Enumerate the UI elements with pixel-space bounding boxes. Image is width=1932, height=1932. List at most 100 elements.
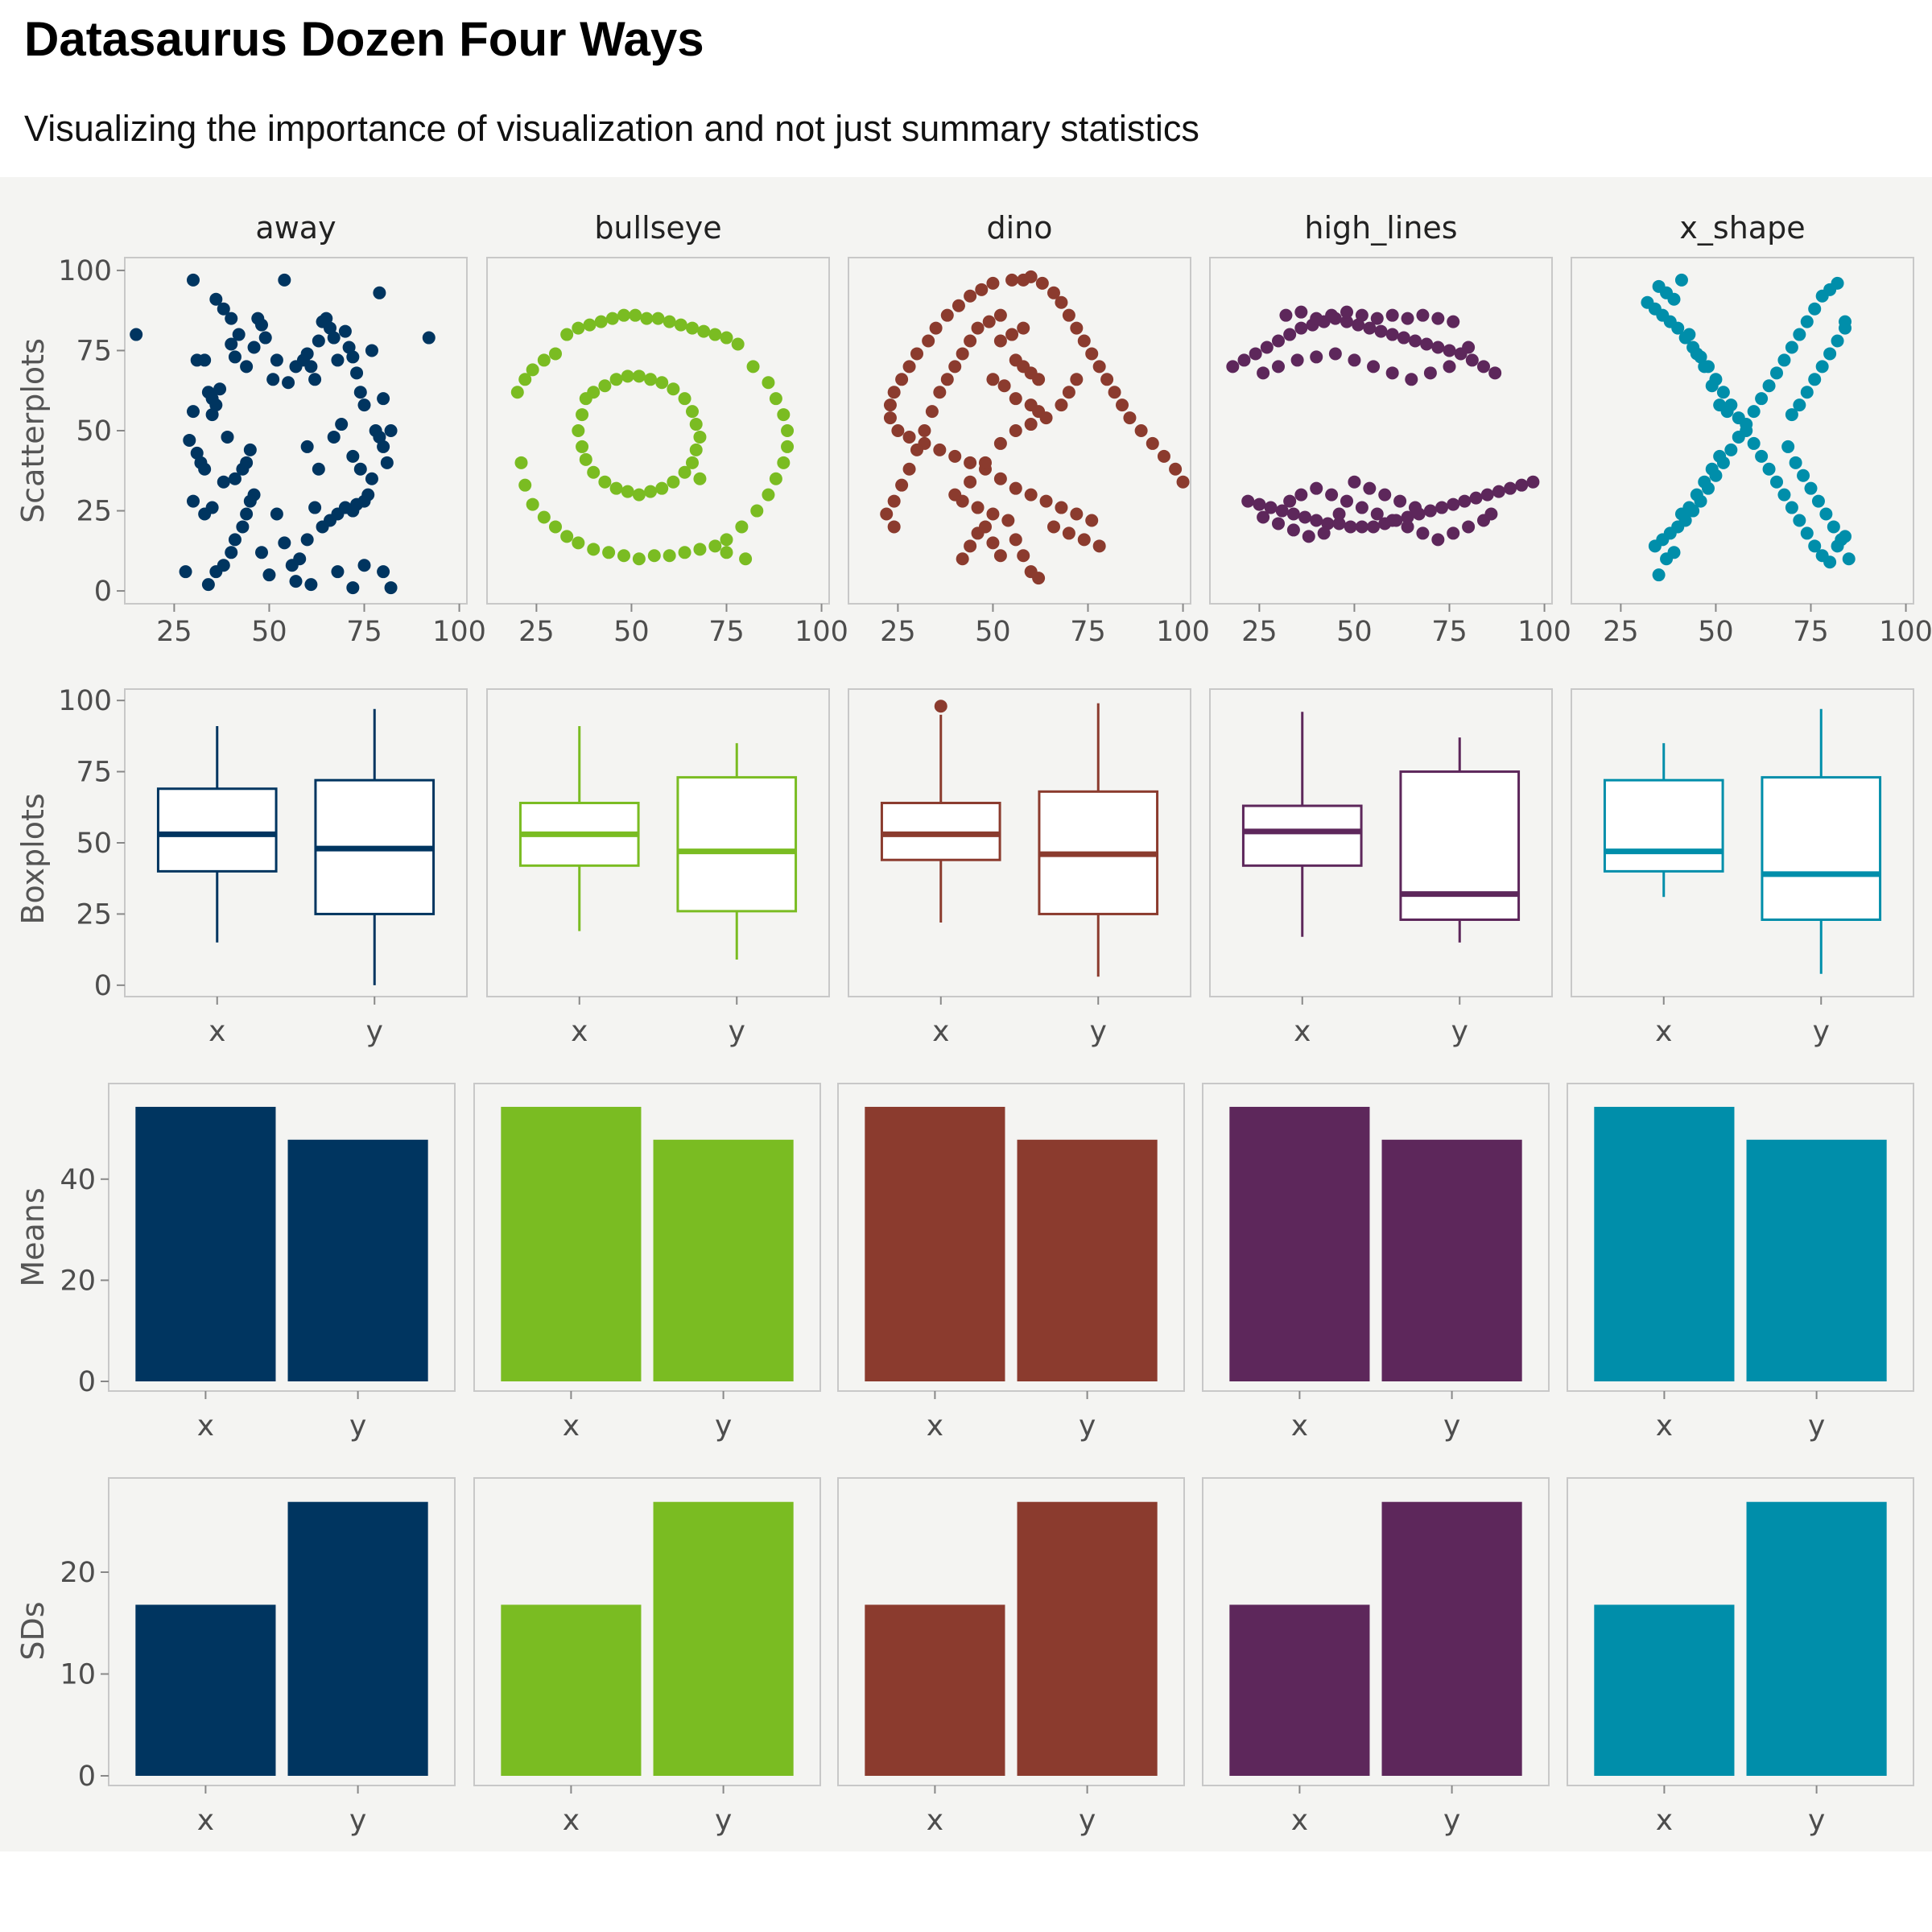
scatter-point-x_shape bbox=[1705, 462, 1719, 476]
scatter-x-tick-label: 100 bbox=[432, 616, 486, 648]
scatter-point-away bbox=[243, 494, 257, 508]
scatter-point-bullseye bbox=[693, 430, 707, 444]
scatter-point-high_lines bbox=[1355, 520, 1368, 534]
scatter-point-away bbox=[228, 472, 242, 485]
scatter-point-high_lines bbox=[1332, 517, 1346, 530]
scatter-point-x_shape bbox=[1690, 488, 1703, 502]
scatter-point-x_shape bbox=[1705, 379, 1719, 393]
means-bar-dino-y bbox=[1017, 1139, 1158, 1381]
scatter-point-bullseye bbox=[583, 318, 597, 332]
scatter-point-away bbox=[213, 382, 227, 396]
scatter-point-dino bbox=[993, 436, 1007, 450]
scatter-point-dino bbox=[1092, 539, 1106, 553]
scatter-point-away bbox=[316, 520, 329, 534]
means-x-tick-label: y bbox=[1808, 1410, 1825, 1443]
scatter-point-away bbox=[198, 507, 212, 521]
sds-x-tick-label: y bbox=[1443, 1804, 1460, 1837]
scatter-point-away bbox=[183, 433, 196, 447]
scatter-point-bullseye bbox=[655, 376, 669, 390]
scatter-point-dino bbox=[887, 386, 901, 399]
scatter-point-bullseye bbox=[762, 376, 775, 390]
scatter-point-dino bbox=[964, 334, 977, 348]
scatter-point-away bbox=[335, 418, 349, 431]
scatter-point-bullseye bbox=[537, 510, 551, 524]
boxplot-y-tick-label: 100 bbox=[58, 685, 112, 717]
scatter-point-high_lines bbox=[1340, 315, 1353, 328]
scatter-point-x_shape bbox=[1777, 488, 1791, 502]
scatter-point-bullseye bbox=[549, 347, 562, 361]
scatter-point-away bbox=[300, 347, 314, 361]
scatter-point-high_lines bbox=[1310, 481, 1323, 495]
means-bar-away-y bbox=[287, 1139, 428, 1381]
scatter-point-bullseye bbox=[746, 360, 760, 374]
means-x-tick-label: y bbox=[1443, 1410, 1460, 1443]
scatter-point-x_shape bbox=[1762, 379, 1776, 393]
sds-x-tick-label: x bbox=[1656, 1804, 1673, 1837]
scatter-point-high_lines bbox=[1447, 526, 1460, 540]
scatter-point-dino bbox=[925, 405, 939, 419]
scatter-point-away bbox=[346, 581, 360, 595]
scatter-point-dino bbox=[1077, 334, 1091, 348]
scatter-point-dino bbox=[993, 549, 1007, 563]
scatter-point-high_lines bbox=[1423, 366, 1437, 380]
sds-bar-high_lines-x bbox=[1229, 1604, 1370, 1776]
scatter-point-bullseye bbox=[629, 308, 642, 322]
scatter-point-x_shape bbox=[1842, 552, 1856, 566]
scatter-point-dino bbox=[986, 507, 1000, 521]
scatter-point-away bbox=[346, 449, 360, 463]
scatter-point-dino bbox=[910, 443, 923, 456]
scatter-point-x_shape bbox=[1819, 507, 1833, 521]
scatter-point-dino bbox=[964, 539, 977, 553]
scatter-point-high_lines bbox=[1405, 373, 1418, 386]
scatter-point-away bbox=[179, 565, 192, 579]
scatter-point-bullseye bbox=[678, 465, 691, 479]
scatter-point-dino bbox=[986, 373, 1000, 386]
scatter-x-tick-label: 50 bbox=[1336, 616, 1373, 648]
scatter-point-high_lines bbox=[1328, 347, 1342, 361]
sds-x-tick-label: x bbox=[197, 1804, 214, 1837]
boxplot-x-tick-label: x bbox=[1655, 1015, 1672, 1048]
scatter-x-tick-label: 100 bbox=[1879, 616, 1932, 648]
scatter-point-x_shape bbox=[1740, 418, 1753, 431]
scatter-point-x_shape bbox=[1667, 292, 1681, 306]
scatter-point-dino bbox=[929, 321, 943, 335]
scatter-point-high_lines bbox=[1298, 510, 1312, 524]
scatter-point-high_lines bbox=[1325, 488, 1339, 502]
scatter-point-high_lines bbox=[1431, 312, 1445, 325]
scatter-point-bullseye bbox=[526, 497, 539, 511]
scatter-point-x_shape bbox=[1793, 514, 1806, 527]
scatter-x-tick-label: 75 bbox=[1431, 616, 1468, 648]
scatter-point-dino bbox=[1032, 373, 1046, 386]
scatter-point-dino bbox=[1062, 386, 1075, 399]
means-bar-away-x bbox=[135, 1106, 276, 1381]
scatter-point-away bbox=[262, 568, 276, 582]
scatter-point-dino bbox=[952, 299, 965, 312]
scatter-y-tick-label: 50 bbox=[76, 415, 112, 448]
scatter-point-x_shape bbox=[1823, 347, 1837, 361]
scatter-point-high_lines bbox=[1385, 328, 1399, 341]
chart-subtitle: Visualizing the importance of visualizat… bbox=[24, 108, 1199, 149]
boxplot-box-away-x bbox=[156, 787, 278, 873]
scatter-point-away bbox=[327, 430, 341, 444]
scatter-point-away bbox=[187, 494, 200, 508]
scatter-point-bullseye bbox=[777, 408, 791, 422]
scatter-point-dino bbox=[1134, 424, 1148, 437]
scatter-point-dino bbox=[1024, 270, 1038, 283]
scatter-point-dino bbox=[1123, 411, 1137, 425]
scatter-point-dino bbox=[1055, 501, 1068, 514]
scatter-point-high_lines bbox=[1283, 494, 1297, 508]
scatter-point-x_shape bbox=[1793, 328, 1806, 341]
scatter-point-bullseye bbox=[560, 530, 574, 543]
scatter-point-high_lines bbox=[1447, 315, 1460, 328]
scatter-point-dino bbox=[1176, 475, 1190, 489]
sds-y-tick-label: 10 bbox=[60, 1658, 96, 1690]
scatter-point-x_shape bbox=[1770, 475, 1783, 489]
scatter-point-dino bbox=[1024, 488, 1038, 502]
scatter-point-x_shape bbox=[1777, 353, 1791, 367]
means-x-tick-label: x bbox=[197, 1410, 214, 1443]
sds-bar-dino-x bbox=[865, 1604, 1005, 1776]
scatter-point-dino bbox=[1092, 360, 1106, 374]
scatter-point-high_lines bbox=[1355, 501, 1368, 514]
scatter-point-high_lines bbox=[1401, 510, 1414, 524]
scatter-point-dino bbox=[1039, 494, 1053, 508]
